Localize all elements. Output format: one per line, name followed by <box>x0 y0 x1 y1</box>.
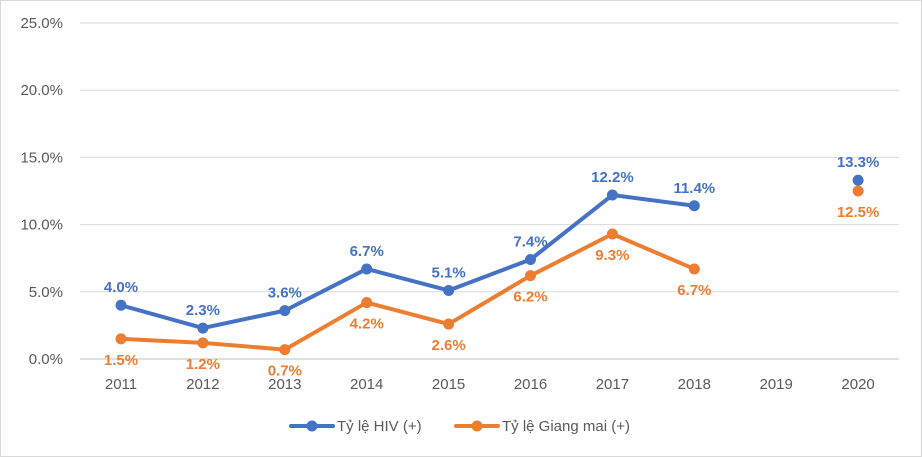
data-point <box>852 185 864 197</box>
data-point <box>443 318 455 330</box>
x-tick-label: 2013 <box>268 376 301 393</box>
data-label: 4.0% <box>104 279 138 296</box>
data-label: 7.4% <box>513 234 547 251</box>
x-tick-label: 2016 <box>514 376 547 393</box>
x-tick-label: 2014 <box>350 376 383 393</box>
data-label: 3.6% <box>268 285 302 302</box>
data-label: 6.7% <box>677 282 711 299</box>
data-point <box>525 270 536 282</box>
data-label: 2.6% <box>431 337 465 354</box>
y-tick-label: 20.0% <box>20 82 63 99</box>
data-label: 0.7% <box>268 363 302 380</box>
y-tick-label: 0.0% <box>29 351 63 368</box>
data-label: 1.5% <box>104 352 138 369</box>
data-label: 11.4% <box>673 180 715 197</box>
y-tick-label: 15.0% <box>20 149 63 166</box>
x-tick-label: 2018 <box>678 376 711 393</box>
data-label: 13.3% <box>837 154 880 171</box>
y-tick-label: 5.0% <box>29 284 63 301</box>
data-point <box>115 299 127 311</box>
legend-label: Tỷ lệ Giang mai (+) <box>502 418 630 435</box>
data-point <box>688 263 700 275</box>
data-label: 2.3% <box>186 302 220 319</box>
data-point <box>852 174 864 186</box>
legend-label: Tỷ lệ HIV (+) <box>337 418 422 435</box>
data-point <box>361 297 373 309</box>
data-label: 5.1% <box>431 264 465 281</box>
x-tick-label: 2011 <box>105 376 137 393</box>
x-tick-label: 2019 <box>760 376 793 393</box>
data-point <box>443 284 455 296</box>
data-point <box>115 333 127 345</box>
x-tick-label: 2020 <box>841 376 874 393</box>
x-tick-label: 2012 <box>186 376 219 393</box>
data-label: 1.2% <box>186 356 220 373</box>
legend-marker <box>306 420 318 432</box>
series-line <box>119 193 697 331</box>
data-point <box>688 200 700 212</box>
x-tick-label: 2017 <box>596 376 629 393</box>
data-point <box>606 189 618 201</box>
series-line <box>119 232 697 352</box>
data-label: 12.2% <box>591 169 634 186</box>
data-label: 6.2% <box>513 289 547 306</box>
data-point <box>525 254 536 266</box>
data-label: 4.2% <box>350 316 384 333</box>
data-point <box>279 344 291 356</box>
data-point <box>606 228 618 240</box>
y-tick-label: 10.0% <box>20 217 63 234</box>
data-point <box>197 322 209 334</box>
data-label: 6.7% <box>350 243 384 260</box>
y-tick-label: 25.0% <box>20 15 63 32</box>
data-label: 9.3% <box>595 247 629 264</box>
data-label: 12.5% <box>837 204 880 221</box>
legend-marker <box>471 420 483 432</box>
data-point <box>279 305 291 317</box>
data-point <box>197 337 209 349</box>
data-point <box>361 263 373 275</box>
x-tick-label: 2015 <box>432 376 465 393</box>
